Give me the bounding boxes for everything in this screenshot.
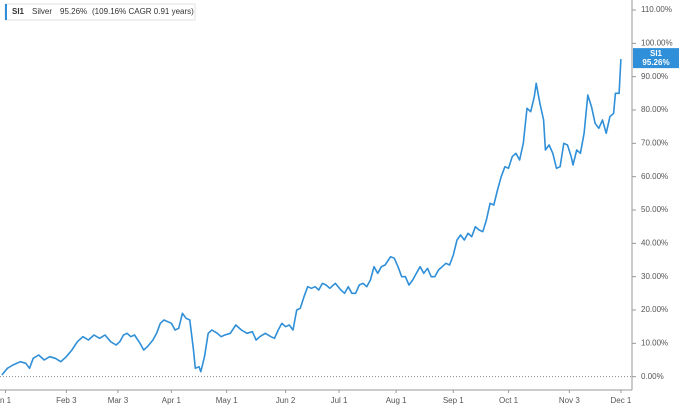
x-tick-label: Feb 3 xyxy=(56,396,77,405)
x-tick-label: May 1 xyxy=(216,396,238,405)
legend-change: 95.26% xyxy=(60,7,87,16)
legend-note: (109.16% CAGR 0.91 years) xyxy=(92,7,194,16)
x-tick-label: Sep 1 xyxy=(443,396,464,405)
badge-symbol: SI1 xyxy=(650,49,663,58)
y-tick-label: 50.00% xyxy=(641,205,668,214)
badge-box xyxy=(633,48,679,69)
x-tick-label: Nov 3 xyxy=(559,396,580,405)
y-tick-label: 80.00% xyxy=(641,105,668,114)
x-tick-label: n 1 xyxy=(0,396,12,405)
x-tick-label: Jun 2 xyxy=(276,396,296,405)
badge-value: 95.26% xyxy=(642,58,669,67)
x-tick-label: Oct 1 xyxy=(499,396,519,405)
x-tick-label: Mar 3 xyxy=(108,396,129,405)
x-tick-label: Aug 1 xyxy=(386,396,407,405)
y-tick-label: 100.00% xyxy=(641,38,673,47)
legend-name: Silver xyxy=(32,7,52,16)
legend-swatch xyxy=(5,4,7,20)
y-tick-label: 90.00% xyxy=(641,72,668,81)
y-tick-label: 110.00% xyxy=(641,5,672,14)
y-tick-label: 40.00% xyxy=(641,238,668,247)
x-tick-label: Dec 1 xyxy=(610,396,631,405)
legend: SI1 Silver 95.26% (109.16% CAGR 0.91 yea… xyxy=(4,3,196,21)
y-tick-label: 30.00% xyxy=(641,272,668,281)
y-tick-label: 70.00% xyxy=(641,138,668,147)
legend-symbol: SI1 xyxy=(12,7,25,16)
y-tick-label: 20.00% xyxy=(641,305,668,314)
y-tick-label: 60.00% xyxy=(641,172,668,181)
y-tick-label: 10.00% xyxy=(641,338,668,347)
line-series xyxy=(1,59,622,376)
x-tick-label: Jul 1 xyxy=(331,396,348,405)
y-tick-label: 0.00% xyxy=(641,372,664,381)
x-tick-label: Apr 1 xyxy=(162,396,182,405)
